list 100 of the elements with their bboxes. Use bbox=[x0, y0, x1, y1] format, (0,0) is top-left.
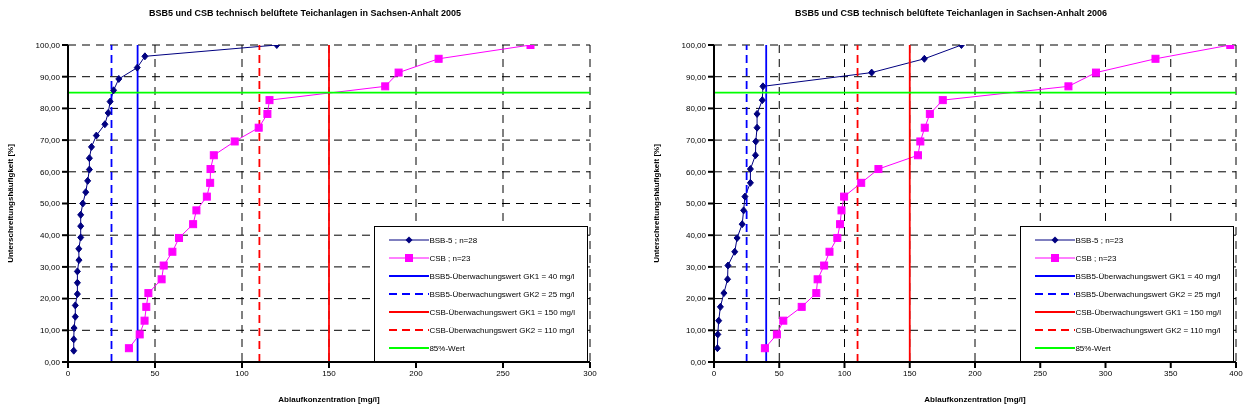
point bbox=[779, 316, 788, 325]
y-tick-label: 70,00 bbox=[39, 135, 61, 145]
point bbox=[724, 275, 732, 284]
point bbox=[85, 154, 93, 163]
point bbox=[836, 220, 845, 229]
y-tick-label: 0,00 bbox=[44, 357, 61, 367]
point bbox=[714, 344, 721, 353]
point bbox=[715, 316, 723, 325]
x-tick-label: 0 bbox=[65, 368, 71, 378]
legend-label: CSB-Überwachungswert GK2 = 110 mg/l bbox=[1075, 325, 1221, 335]
y-tick-label: 100,00 bbox=[35, 40, 61, 50]
point bbox=[837, 206, 846, 215]
point bbox=[73, 278, 81, 287]
y-axis-title: Unterschreitungshäufigkeit [%] bbox=[651, 143, 661, 263]
legend-label: CSB ; n=23 bbox=[429, 253, 471, 263]
x-tick-label: 150 bbox=[903, 368, 917, 378]
y-tick-label: 50,00 bbox=[39, 199, 61, 209]
point bbox=[746, 165, 754, 174]
point bbox=[209, 151, 218, 160]
point bbox=[868, 68, 876, 77]
y-tick-label: 40,00 bbox=[39, 231, 61, 241]
point bbox=[73, 267, 81, 276]
y-tick-label: 60,00 bbox=[39, 167, 61, 177]
point bbox=[812, 289, 821, 298]
y-tick-label: 20,00 bbox=[39, 294, 61, 304]
point bbox=[753, 109, 761, 118]
x-tick-label: 150 bbox=[322, 368, 337, 378]
point bbox=[104, 108, 112, 117]
x-tick-label: 250 bbox=[1033, 368, 1048, 378]
y-tick-label: 80,00 bbox=[39, 104, 61, 114]
point bbox=[825, 247, 834, 256]
point bbox=[381, 82, 390, 91]
point bbox=[920, 54, 928, 63]
point bbox=[85, 165, 93, 174]
point bbox=[857, 178, 866, 187]
point bbox=[916, 137, 925, 146]
point bbox=[84, 176, 92, 185]
point bbox=[110, 86, 118, 95]
legend-label: BSB5-Überwachungswert GK2 = 25 mg/l bbox=[429, 289, 575, 299]
y-tick-label: 90,00 bbox=[39, 72, 61, 82]
point bbox=[740, 206, 748, 215]
point bbox=[716, 302, 724, 311]
y-axis-title: Unterschreitungshäufigkeit [%] bbox=[5, 143, 15, 263]
x-tick-label: 250 bbox=[496, 368, 511, 378]
point bbox=[206, 178, 215, 187]
point bbox=[115, 74, 123, 83]
point bbox=[77, 210, 85, 219]
point bbox=[833, 233, 842, 242]
point bbox=[741, 192, 749, 201]
x-tick-label: 0 bbox=[711, 368, 717, 378]
point bbox=[760, 344, 769, 353]
point bbox=[720, 289, 728, 298]
point bbox=[938, 96, 947, 105]
point bbox=[738, 220, 746, 229]
point bbox=[724, 261, 732, 270]
point bbox=[797, 302, 806, 311]
point bbox=[1064, 82, 1073, 91]
point bbox=[140, 316, 149, 325]
point bbox=[394, 68, 403, 77]
point bbox=[124, 344, 133, 353]
chart-title: BSB5 und CSB technisch belüftete Teichanlagen in Sachsen-Anhalt 2005 bbox=[148, 8, 462, 18]
legend-label: 85%-Wert bbox=[429, 343, 465, 353]
point bbox=[70, 335, 78, 344]
point bbox=[135, 330, 144, 339]
point bbox=[746, 178, 754, 187]
point bbox=[1151, 54, 1160, 63]
legend-label: CSB ; n=23 bbox=[1075, 253, 1117, 263]
point bbox=[920, 123, 929, 132]
legend-label: CSB-Überwachungswert GK1 = 150 mg/l bbox=[429, 307, 575, 317]
point bbox=[731, 247, 739, 256]
point bbox=[714, 330, 722, 339]
point bbox=[71, 301, 79, 310]
x-axis-title: Ablaufkonzentration [mg/l] bbox=[924, 395, 1026, 404]
y-tick-label: 90,00 bbox=[685, 72, 707, 82]
y-tick-label: 30,00 bbox=[39, 262, 61, 272]
point bbox=[913, 151, 922, 160]
legend-label: BSB-5 ; n=23 bbox=[1075, 235, 1124, 245]
x-tick-label: 300 bbox=[583, 368, 598, 378]
point bbox=[1091, 68, 1100, 77]
point bbox=[87, 142, 95, 151]
legend-label: BSB-5 ; n=28 bbox=[429, 235, 478, 245]
y-tick-label: 80,00 bbox=[685, 104, 707, 114]
point bbox=[157, 275, 166, 284]
point bbox=[77, 222, 85, 231]
point bbox=[82, 188, 90, 197]
point bbox=[434, 54, 443, 63]
point bbox=[254, 123, 263, 132]
point bbox=[70, 346, 78, 355]
point bbox=[820, 261, 829, 270]
point bbox=[75, 256, 83, 265]
x-tick-label: 50 bbox=[150, 368, 160, 378]
point bbox=[753, 123, 761, 132]
point bbox=[77, 233, 85, 242]
legend-label: BSB5-Überwachungswert GK2 = 25 mg/l bbox=[1075, 289, 1221, 299]
point bbox=[813, 275, 822, 284]
y-tick-label: 20,00 bbox=[685, 294, 707, 304]
x-tick-label: 350 bbox=[1164, 368, 1178, 378]
point bbox=[189, 220, 198, 229]
x-tick-label: 100 bbox=[837, 368, 852, 378]
legend-label: BSB5-Überwachungswert GK1 = 40 mg/l bbox=[1075, 271, 1221, 281]
